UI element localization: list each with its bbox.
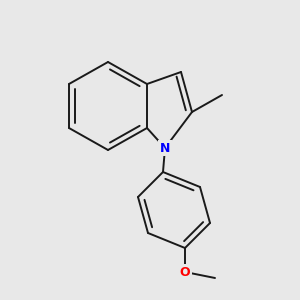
Text: N: N xyxy=(160,142,170,154)
Text: O: O xyxy=(180,266,190,278)
